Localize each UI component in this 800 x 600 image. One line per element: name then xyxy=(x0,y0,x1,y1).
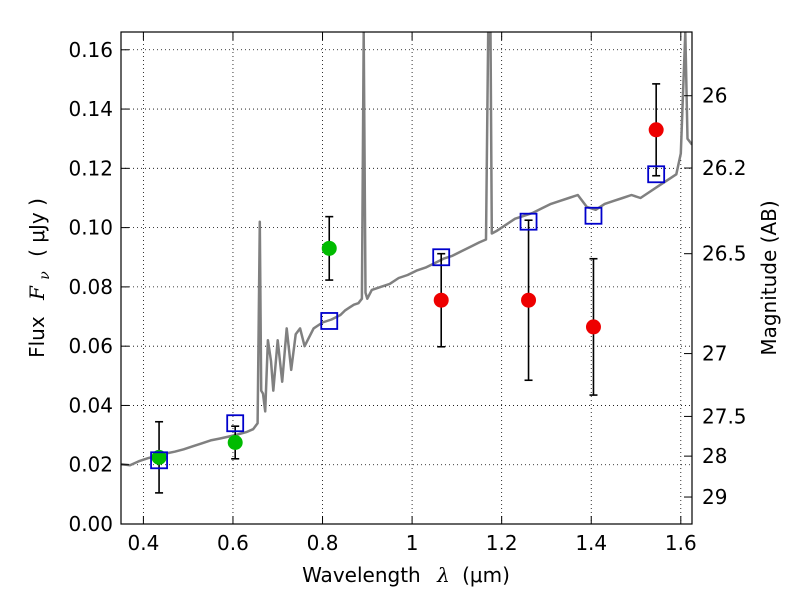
y-tick-label: 0.10 xyxy=(68,216,113,240)
y-tick-label: 0.04 xyxy=(68,393,113,417)
y-tick-label: 0.06 xyxy=(68,334,113,358)
x-tick-label: 0.8 xyxy=(307,531,339,555)
y-axis-label-subscript: ν xyxy=(37,271,53,280)
data-point-square xyxy=(432,248,451,267)
data-point-circle xyxy=(648,122,664,138)
y-tick-label: 0.08 xyxy=(68,275,113,299)
right-tick-label: 27 xyxy=(702,342,727,366)
axis-ticks: 0.4 0.6 0.8 1 1.2 1.4 1.6 0.00 0.02 0.04 0.06 0.08 0… xyxy=(68,32,747,555)
x-axis-label-text: Wavelength xyxy=(302,563,421,587)
right-tick-label: 28 xyxy=(702,444,727,468)
data-point-circle xyxy=(321,240,337,256)
x-tick-label: 0.6 xyxy=(217,531,249,555)
y-tick-label: 0.16 xyxy=(68,38,113,62)
plot-frame xyxy=(120,31,693,525)
data-point-circle xyxy=(433,292,449,308)
x-tick-label: 0.4 xyxy=(127,531,159,555)
data-point-square xyxy=(519,212,538,231)
y-axis-label-unit: ( μJy ) xyxy=(25,198,49,257)
markers-layer xyxy=(150,83,666,494)
right-tick-label: 26.2 xyxy=(702,156,747,180)
right-tick-label: 29 xyxy=(702,485,727,509)
right-axis-label: Magnitude (AB) xyxy=(757,200,781,355)
x-tick-label: 1.6 xyxy=(665,531,697,555)
right-tick-label: 26 xyxy=(702,84,727,108)
data-point-square xyxy=(584,206,603,225)
data-point-circle xyxy=(227,434,243,450)
data-point-square xyxy=(647,165,666,184)
y-tick-label: 0.00 xyxy=(68,512,113,536)
model-spectrum-line xyxy=(121,32,692,467)
x-axis-label-symbol: λ xyxy=(436,563,450,587)
y-axis-label: Flux F ν ( μJy ) xyxy=(25,198,54,358)
model-spectrum-layer xyxy=(121,32,692,467)
right-tick-label: 26.5 xyxy=(702,242,747,266)
x-tick-label: 1.4 xyxy=(575,531,607,555)
data-point-square xyxy=(226,414,245,433)
grid-lines xyxy=(121,32,692,525)
data-point-square xyxy=(150,451,168,470)
y-tick-label: 0.14 xyxy=(68,97,113,121)
x-axis-label-unit: (μm) xyxy=(462,563,510,587)
right-tick-label: 27.5 xyxy=(702,404,747,428)
y-axis-label-symbol: F xyxy=(25,285,49,301)
data-point-circle xyxy=(151,449,167,465)
x-tick-label: 1.2 xyxy=(486,531,518,555)
y-tick-label: 0.12 xyxy=(68,156,113,180)
data-point-circle xyxy=(521,292,537,308)
y-tick-label: 0.02 xyxy=(68,453,113,477)
x-tick-label: 1 xyxy=(406,531,419,555)
data-point-circle xyxy=(585,319,601,335)
plot-area xyxy=(121,32,692,494)
data-point-square xyxy=(320,312,339,330)
x-axis-label: Wavelength λ (μm) xyxy=(302,563,510,587)
y-axis-label-text: Flux xyxy=(25,316,49,358)
